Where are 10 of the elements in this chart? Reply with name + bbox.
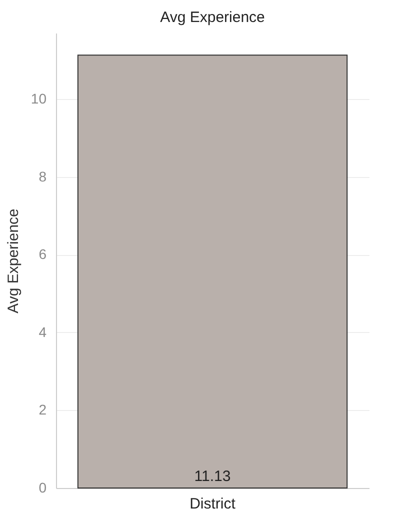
y-tick-label: 2 (38, 402, 47, 418)
y-tick-label: 4 (38, 324, 47, 340)
y-tick-label: 10 (30, 90, 47, 107)
x-tick-label: District (190, 496, 236, 512)
y-tick-label: 8 (38, 168, 47, 184)
y-axis-title: Avg Experience (4, 208, 22, 314)
data-label: 11.13 (194, 468, 231, 485)
chart-title: Avg Experience (160, 9, 265, 26)
y-tick-label: 0 (38, 480, 47, 496)
y-tick-label: 6 (38, 246, 47, 262)
